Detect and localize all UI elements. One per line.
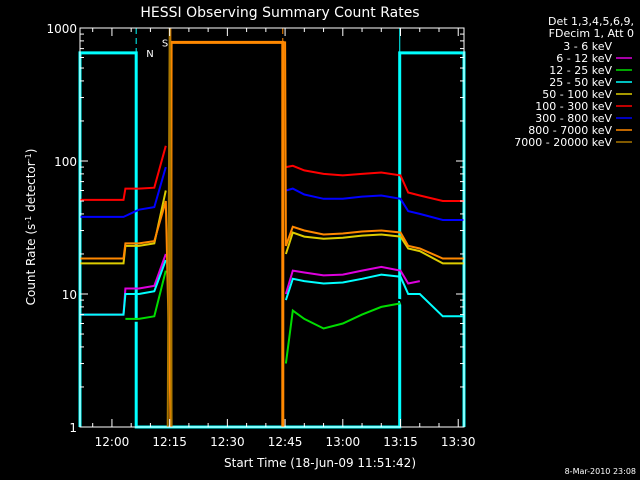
legend-header: Det 1,3,4,5,6,9, [548,15,634,28]
legend-entry-300-800-kev: 300 - 800 keV [535,112,612,125]
legend-entry-6-12-kev: 6 - 12 keV [556,52,612,65]
legend-entry-25-50-kev: 25 - 50 keV [549,76,612,89]
x-tick-label: 12:00 [95,435,130,449]
x-tick-label: 13:15 [383,435,418,449]
y-tick-label: 1000 [46,22,77,36]
x-tick-label: 13:00 [326,435,361,449]
series-line-12-25-kev [125,270,401,364]
series-line-3-6-kev [123,295,410,341]
series-line-800-7000-kev [80,41,464,428]
marker-s-label: S [162,38,168,49]
x-tick-label: 13:30 [441,435,476,449]
y-tick-label: 100 [54,155,77,169]
legend-entry-3-6-kev: 3 - 6 keV [563,40,612,53]
legend-entry-12-25-kev: 12 - 25 keV [549,64,612,77]
series-line-300-800-kev [80,166,464,221]
legend-entry-7000-20000-kev: 7000 - 20000 keV [514,136,612,149]
x-axis-label: Start Time (18-Jun-09 11:51:42) [224,456,416,470]
y-axis-label: Count Rate (s-1 detector-1) [24,149,39,306]
x-axis: 12:00 12:15 12:30 12:45 13:00 13:15 13:30 [92,28,476,449]
x-tick-label: 12:45 [268,435,303,449]
legend-entry-50-100-kev: 50 - 100 keV [542,88,612,101]
legend-entry-100-300-kev: 100 - 300 keV [535,100,612,113]
y-tick-label: 10 [62,288,77,302]
marker-n-label: N [146,49,153,60]
chart-title: HESSI Observing Summary Count Rates [140,5,419,21]
x-tick-label: 12:30 [210,435,245,449]
series-line-100-300-kev [80,145,464,202]
legend-entry-800-7000-kev: 800 - 7000 keV [528,124,612,137]
timestamp: 8-Mar-2010 23:08 [565,467,636,476]
y-tick-label: 1 [69,421,77,435]
legend-header: FDecim 1, Att 0 [549,27,634,40]
series-lines [80,27,464,428]
plot-frame [79,27,465,428]
y-axis: 1 10 100 1000 [46,22,464,435]
x-tick-label: 12:15 [152,435,187,449]
legend: Det 1,3,4,5,6,9,FDecim 1, Att 03 - 6 keV… [514,15,634,149]
series-line-25-50-kev [80,259,464,318]
